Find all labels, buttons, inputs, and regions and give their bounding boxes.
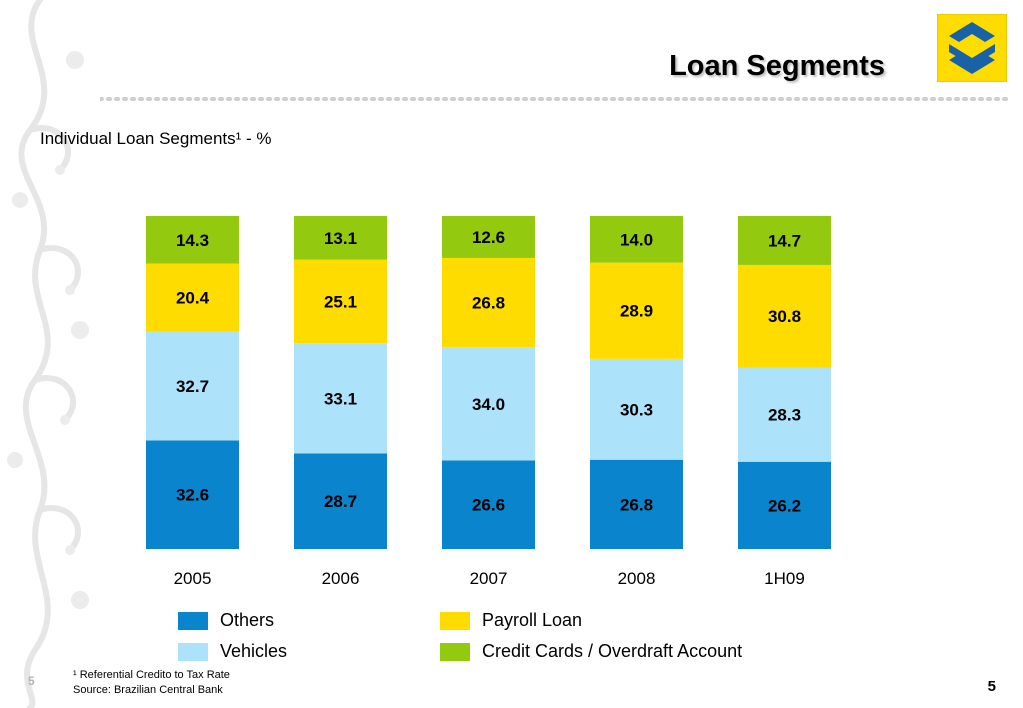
- category-label-2008: 2008: [618, 569, 656, 588]
- page-number: 5: [987, 678, 996, 695]
- data-label-vehicles-1h09: 28.3: [768, 406, 801, 425]
- data-label-others-1h09: 26.2: [768, 496, 801, 515]
- bar-segment-credit-cards-overdraft-account-1h09: [738, 216, 831, 265]
- bar-segment-others-2007: [442, 460, 535, 549]
- legend-item-credit: Credit Cards / Overdraft Account: [440, 641, 742, 662]
- data-label-vehicles-2006: 33.1: [324, 389, 357, 408]
- footnote: ¹ Referential Credito to Tax Rate Source…: [73, 668, 230, 698]
- category-label-2006: 2006: [322, 569, 360, 588]
- bar-segment-payroll-loan-1h09: [738, 264, 831, 368]
- bar-segment-payroll-loan-2007: [442, 257, 535, 348]
- page-title: Loan Segments: [669, 50, 885, 82]
- category-label-2007: 2007: [470, 569, 508, 588]
- bar-segment-others-2006: [294, 453, 387, 549]
- data-label-others-2008: 26.8: [620, 495, 653, 514]
- page-number-left: 5: [28, 674, 35, 688]
- legend-label-others: Others: [220, 610, 275, 630]
- data-label-credit-cards-overdraft-account-2006: 13.1: [324, 229, 357, 248]
- stacked-bar-chart: 32.6 32.7 20.4 14.3 2005 28.7 33.1 25.1 13.1 2006…: [146, 216, 831, 588]
- legend-label-payroll: Payroll Loan: [482, 610, 583, 630]
- legend-label-vehicles: Vehicles: [220, 641, 288, 661]
- dotted-divider: [100, 97, 1010, 101]
- legend-swatch-others: [178, 611, 208, 630]
- bar-segment-vehicles-2008: [590, 358, 683, 460]
- bank-logo: [937, 14, 1007, 82]
- bar-segment-vehicles-2006: [294, 343, 387, 454]
- bar-segment-credit-cards-overdraft-account-2005: [146, 216, 239, 264]
- legend-item-payroll: Payroll Loan: [440, 610, 582, 631]
- category-label-1h09: 1H09: [764, 569, 805, 588]
- legend-swatch-payroll: [440, 611, 470, 630]
- legend-label-credit: Credit Cards / Overdraft Account: [482, 641, 743, 661]
- data-label-payroll-loan-2005: 20.4: [176, 289, 210, 308]
- bar-segment-vehicles-2005: [146, 331, 239, 441]
- data-label-credit-cards-overdraft-account-2005: 14.3: [176, 231, 209, 250]
- legend-item-others: Others: [178, 610, 274, 631]
- data-label-others-2007: 26.6: [472, 496, 505, 515]
- legend-swatch-credit: [440, 642, 470, 661]
- bar-segment-others-2008: [590, 459, 683, 549]
- data-label-others-2005: 32.6: [176, 486, 209, 505]
- data-label-credit-cards-overdraft-account-2008: 14.0: [620, 230, 653, 249]
- legend-swatch-vehicles: [178, 642, 208, 661]
- footnote-source: Source: Brazilian Central Bank: [73, 684, 223, 696]
- data-label-payroll-loan-1h09: 30.8: [768, 307, 801, 326]
- data-label-vehicles-2008: 30.3: [620, 400, 653, 419]
- bar-segment-payroll-loan-2005: [146, 263, 239, 332]
- bar-segment-vehicles-2007: [442, 347, 535, 461]
- legend-item-vehicles: Vehicles: [178, 641, 287, 662]
- footnote-note: ¹ Referential Credito to Tax Rate: [73, 669, 230, 681]
- category-label-2005: 2005: [174, 569, 212, 588]
- data-label-credit-cards-overdraft-account-2007: 12.6: [472, 228, 505, 247]
- bar-segment-credit-cards-overdraft-account-2007: [442, 216, 535, 258]
- data-label-vehicles-2007: 34.0: [472, 395, 505, 414]
- bar-segment-others-2005: [146, 440, 239, 549]
- data-label-payroll-loan-2007: 26.8: [472, 294, 505, 313]
- bar-segment-credit-cards-overdraft-account-2008: [590, 216, 683, 263]
- bar-segment-others-1h09: [738, 461, 831, 549]
- data-label-payroll-loan-2006: 25.1: [324, 292, 357, 311]
- floral-ornament: [7, 0, 89, 708]
- data-label-credit-cards-overdraft-account-1h09: 14.7: [768, 231, 801, 250]
- bar-segment-credit-cards-overdraft-account-2006: [294, 216, 387, 260]
- data-label-payroll-loan-2008: 28.9: [620, 302, 653, 321]
- data-label-others-2006: 28.7: [324, 492, 357, 511]
- data-label-vehicles-2005: 32.7: [176, 377, 209, 396]
- bar-segment-vehicles-1h09: [738, 367, 831, 462]
- bar-segment-payroll-loan-2008: [590, 262, 683, 359]
- bar-segment-payroll-loan-2006: [294, 259, 387, 344]
- chart-subtitle: Individual Loan Segments¹ - %: [40, 129, 272, 148]
